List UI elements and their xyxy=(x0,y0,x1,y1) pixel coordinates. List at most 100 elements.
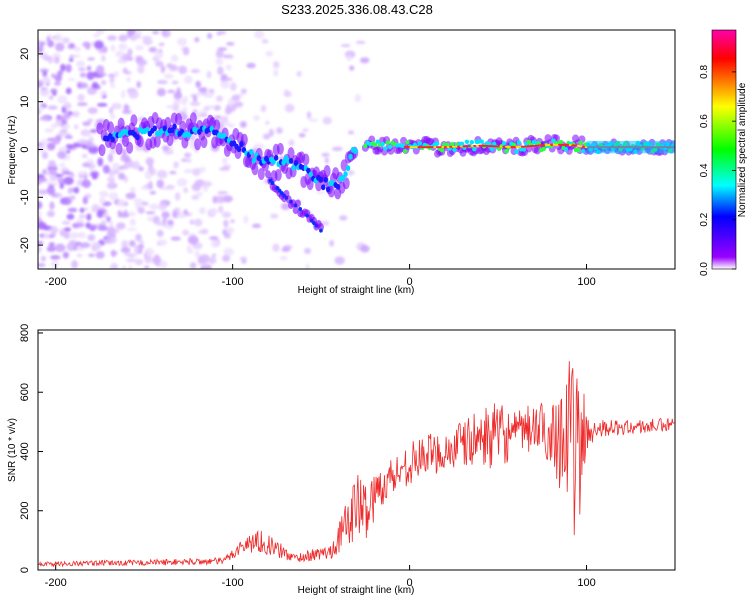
noise-blob xyxy=(118,43,128,51)
steady-band xyxy=(586,140,675,154)
noise-blob xyxy=(41,151,49,160)
noise-blob xyxy=(77,102,88,107)
noise-blob xyxy=(223,233,231,239)
noise-blob xyxy=(263,133,271,140)
noise-blob xyxy=(56,114,62,120)
noise-blob xyxy=(89,129,99,133)
noise-blob xyxy=(201,181,213,187)
noise-blob xyxy=(141,36,153,40)
ridge-core xyxy=(526,139,532,144)
noise-blob xyxy=(101,219,107,226)
noise-blob xyxy=(166,63,174,68)
noise-blob xyxy=(174,192,181,201)
noise-blob xyxy=(106,230,113,239)
noise-blob xyxy=(65,143,74,150)
branch-halo xyxy=(265,170,272,179)
noise-blob xyxy=(82,162,91,168)
noise-blob xyxy=(39,89,50,97)
noise-blob xyxy=(138,166,144,172)
noise-blob xyxy=(85,142,96,148)
noise-blob xyxy=(39,68,49,73)
ridge-core xyxy=(306,167,311,174)
noise-blob xyxy=(214,115,222,120)
noise-blob xyxy=(219,167,231,171)
noise-blob xyxy=(121,240,129,249)
noise-blob xyxy=(82,196,88,205)
colorbar-tick-label: 0.8 xyxy=(699,64,710,78)
noise-blob xyxy=(206,105,215,110)
noise-blob xyxy=(340,44,351,48)
noise-blob xyxy=(169,170,177,175)
noise-blob xyxy=(324,157,330,164)
noise-blob xyxy=(95,65,105,74)
noise-blob xyxy=(144,265,150,269)
noise-blob xyxy=(216,95,223,102)
noise-blob xyxy=(140,201,149,206)
noise-blob xyxy=(92,172,97,180)
noise-blob xyxy=(224,107,232,115)
spectrogram-x-tick-label: 0 xyxy=(407,276,413,288)
noise-blob xyxy=(56,173,64,177)
noise-blob xyxy=(230,219,235,224)
noise-blob xyxy=(209,256,217,264)
noise-blob xyxy=(42,75,49,83)
noise-blob xyxy=(86,159,94,164)
noise-blob xyxy=(119,165,128,170)
noise-blob xyxy=(78,67,86,72)
colorbar-tick-label: 0.4 xyxy=(699,163,710,177)
noise-blob xyxy=(69,195,76,201)
noise-blob xyxy=(149,190,157,195)
noise-blob xyxy=(181,97,187,106)
ridge-core xyxy=(434,141,440,146)
branch-core xyxy=(277,188,282,193)
noise-blob xyxy=(42,168,48,175)
noise-blob xyxy=(306,111,312,120)
ridge-core xyxy=(323,176,328,183)
noise-blob xyxy=(117,210,122,218)
branch-core xyxy=(270,181,275,186)
noise-blob xyxy=(349,65,355,71)
colorbar-tick-label: 0.2 xyxy=(699,212,710,226)
ridge-core xyxy=(152,125,157,132)
noise-blob xyxy=(173,161,179,169)
ridge-core xyxy=(516,140,522,145)
noise-blob xyxy=(62,170,71,175)
noise-blob xyxy=(272,243,280,252)
noise-blob xyxy=(214,195,226,204)
ridge-core xyxy=(504,149,509,154)
ridge-core xyxy=(472,146,477,152)
ridge-halo xyxy=(126,141,134,154)
ridge-core xyxy=(256,155,262,162)
noise-blob xyxy=(54,74,63,82)
noise-blob xyxy=(76,222,85,228)
noise-blob xyxy=(129,240,136,247)
noise-blob xyxy=(97,226,109,231)
noise-blob xyxy=(38,181,42,186)
noise-blob xyxy=(268,128,275,137)
ridge-core xyxy=(288,157,294,164)
noise-blob xyxy=(126,258,137,263)
noise-blob xyxy=(38,216,42,224)
spectrogram-noise xyxy=(38,30,370,269)
noise-blob xyxy=(111,162,121,172)
noise-blob xyxy=(82,41,91,48)
noise-blob xyxy=(96,30,105,35)
noise-blob xyxy=(156,242,161,246)
snr-frame xyxy=(37,329,676,571)
snr-y-tick-label: 800 xyxy=(19,324,31,342)
noise-blob xyxy=(148,46,157,53)
noise-blob xyxy=(198,207,206,215)
noise-blob xyxy=(305,263,310,269)
noise-blob xyxy=(101,54,106,62)
noise-blob xyxy=(321,152,330,158)
noise-blob xyxy=(113,70,120,78)
noise-blob xyxy=(186,244,192,253)
noise-blob xyxy=(90,225,97,231)
noise-blob xyxy=(63,227,72,232)
noise-blob xyxy=(57,132,64,138)
noise-blob xyxy=(135,233,142,242)
noise-blob xyxy=(123,71,132,75)
ridge-core xyxy=(145,126,150,133)
noise-blob xyxy=(161,211,170,219)
noise-blob xyxy=(132,252,138,258)
